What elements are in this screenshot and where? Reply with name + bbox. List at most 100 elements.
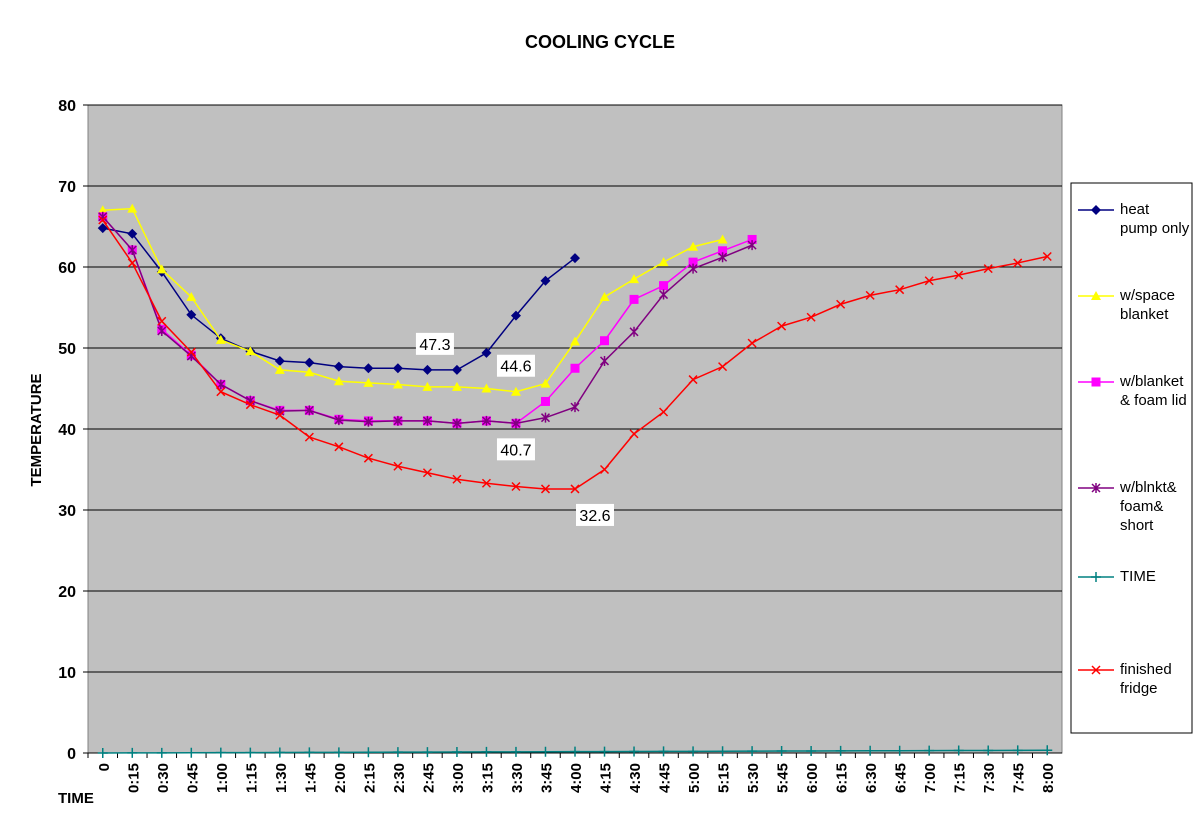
marker — [215, 747, 226, 758]
marker — [363, 363, 374, 374]
marker — [422, 468, 432, 478]
data-label-bg — [415, 332, 454, 355]
marker — [127, 747, 138, 758]
marker — [717, 234, 728, 244]
x-tick-label: 1:00 — [214, 763, 231, 793]
x-tick-label: 4:15 — [598, 763, 615, 793]
marker — [717, 746, 728, 757]
marker — [511, 481, 521, 492]
marker — [570, 402, 580, 413]
marker — [392, 747, 403, 758]
x-axis-label: TIME — [58, 790, 94, 807]
x-tick-label: 6:00 — [804, 763, 821, 793]
x-tick-label: 7:30 — [981, 763, 998, 793]
marker — [718, 252, 728, 263]
marker — [511, 418, 521, 429]
marker — [186, 291, 197, 301]
marker — [156, 264, 167, 274]
series-line — [102, 207, 723, 393]
marker — [1042, 251, 1052, 262]
x-tick-label: 2:45 — [420, 763, 437, 793]
legend-box — [1070, 182, 1193, 734]
marker — [422, 747, 433, 758]
marker — [393, 415, 403, 426]
marker — [629, 429, 639, 439]
y-tick-label: 70 — [58, 179, 76, 196]
marker — [983, 745, 994, 756]
x-tick-label: 2:00 — [332, 763, 349, 793]
marker — [481, 746, 492, 757]
marker — [983, 264, 993, 274]
marker — [953, 745, 964, 756]
marker — [1091, 291, 1101, 300]
marker — [540, 275, 551, 286]
marker — [274, 355, 285, 366]
y-tick-label: 40 — [58, 422, 76, 439]
marker — [540, 412, 551, 423]
marker — [393, 461, 403, 471]
legend-label: w/blanket& foam lid — [1120, 373, 1187, 409]
marker — [451, 364, 462, 375]
marker — [659, 289, 669, 300]
y-tick-label: 50 — [58, 341, 76, 358]
marker — [274, 364, 285, 374]
marker — [570, 336, 580, 346]
marker — [1012, 745, 1023, 756]
marker — [334, 442, 344, 452]
marker — [924, 745, 935, 756]
marker — [157, 316, 167, 326]
x-tick-label: 2:15 — [361, 763, 378, 793]
x-tick-label: 4:30 — [627, 763, 644, 793]
chart-title: COOLING CYCLE — [525, 32, 675, 52]
y-tick-label: 80 — [58, 98, 76, 115]
marker — [629, 274, 640, 284]
marker — [186, 747, 197, 758]
marker — [659, 281, 669, 291]
marker — [777, 321, 787, 331]
x-tick-label: 3:15 — [479, 763, 496, 793]
marker — [1091, 205, 1101, 215]
marker — [747, 240, 757, 251]
marker — [275, 410, 285, 420]
marker — [1091, 665, 1101, 675]
marker — [304, 405, 314, 416]
x-tick-label: 0:15 — [125, 763, 142, 793]
marker — [363, 747, 374, 758]
marker — [422, 415, 432, 426]
marker — [363, 416, 373, 427]
marker — [540, 484, 551, 494]
marker — [215, 334, 226, 344]
x-tick-label: 0:30 — [155, 763, 172, 793]
marker — [599, 464, 610, 475]
marker — [157, 325, 167, 336]
legend-label: heat pump only — [1120, 201, 1190, 237]
legend-label: finished fridge — [1120, 661, 1172, 697]
data-label: 32.6 — [579, 508, 610, 525]
marker — [127, 244, 137, 255]
marker — [451, 381, 462, 391]
data-label-bg — [496, 354, 535, 377]
x-tick-label: 4:00 — [568, 763, 585, 793]
marker — [510, 310, 521, 321]
marker — [481, 478, 491, 488]
marker — [304, 432, 314, 442]
marker — [629, 746, 640, 757]
x-tick-label: 1:30 — [273, 763, 290, 793]
x-tick-label: 5:15 — [716, 763, 733, 793]
marker — [274, 747, 285, 758]
marker — [540, 746, 551, 757]
marker — [658, 257, 669, 267]
marker — [894, 745, 905, 756]
marker — [540, 396, 550, 406]
marker — [688, 257, 698, 267]
x-tick-label: 5:45 — [775, 763, 792, 793]
x-tick-label: 4:45 — [657, 763, 674, 793]
marker — [688, 375, 698, 385]
x-tick-label: 7:00 — [922, 763, 939, 793]
y-tick-label: 10 — [58, 665, 76, 682]
marker — [1091, 377, 1101, 387]
marker — [304, 357, 315, 368]
marker — [954, 270, 964, 280]
y-tick-label: 30 — [58, 503, 76, 520]
